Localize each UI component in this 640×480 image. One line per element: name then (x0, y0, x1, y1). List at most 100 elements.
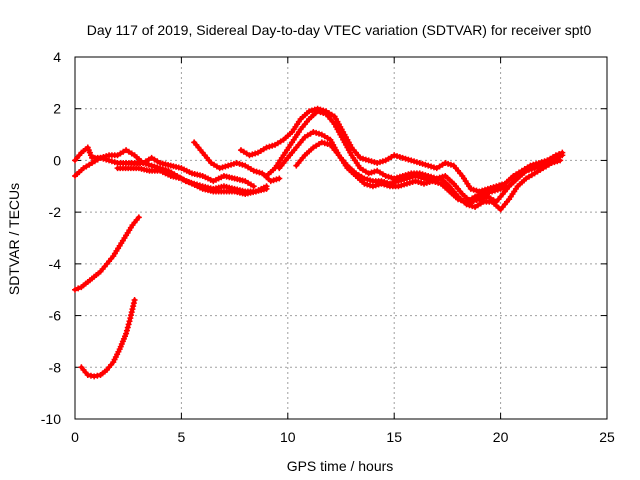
data-point (228, 161, 235, 168)
data-point (365, 157, 372, 164)
data-point (267, 178, 274, 185)
data-point (368, 158, 375, 165)
data-point (470, 186, 477, 193)
data-point (447, 161, 454, 168)
data-point (384, 179, 391, 186)
data-point (125, 321, 132, 328)
data-point (531, 165, 538, 172)
data-point (420, 175, 427, 182)
data-point (503, 184, 510, 191)
data-point (466, 202, 473, 209)
series-track-3 (114, 165, 270, 198)
data-point (418, 179, 425, 186)
data-point (396, 153, 403, 160)
y-axis-label: SDTVAR / TECUs (6, 183, 22, 295)
data-point (72, 286, 78, 293)
data-point (457, 197, 464, 204)
data-point (392, 178, 399, 185)
data-point (321, 140, 328, 147)
data-point (467, 185, 474, 192)
data-point (395, 178, 402, 185)
series-track-9 (72, 214, 142, 293)
plot-frame (74, 56, 608, 420)
data-point (389, 179, 396, 186)
data-point (428, 163, 435, 170)
data-point (381, 178, 388, 185)
data-point (263, 144, 270, 151)
x-tick-label: 0 (71, 429, 79, 445)
data-point (250, 183, 257, 190)
data-point (469, 203, 476, 210)
data-point (368, 169, 375, 176)
y-tick-label: -8 (49, 359, 62, 375)
data-point (100, 155, 107, 162)
data-point (394, 153, 401, 160)
x-tick-label: 20 (493, 429, 509, 445)
data-point (140, 160, 147, 167)
data-point (250, 167, 257, 174)
data-point (239, 161, 246, 168)
data-point (557, 157, 564, 164)
data-point (494, 186, 501, 193)
data-point (222, 163, 229, 170)
data-point (442, 160, 449, 167)
data-point (416, 160, 423, 167)
data-point (123, 330, 130, 337)
data-point (409, 173, 416, 180)
y-tick-label: -2 (49, 204, 62, 220)
data-point (230, 160, 237, 167)
data-point (402, 155, 409, 162)
data-point (313, 129, 320, 136)
data-point (361, 180, 368, 187)
data-point (225, 162, 232, 169)
data-point (361, 175, 368, 182)
data-point (266, 143, 273, 150)
data-point (426, 177, 433, 184)
data-point (367, 182, 374, 189)
data-point (398, 182, 405, 189)
data-point (378, 178, 385, 185)
data-point (460, 197, 467, 204)
data-point (477, 191, 484, 198)
data-point (408, 157, 415, 164)
data-point (432, 178, 439, 185)
data-point (395, 183, 402, 190)
data-point (371, 168, 378, 175)
data-point (386, 180, 393, 187)
data-point (491, 187, 498, 194)
y-tick-label: -6 (49, 308, 62, 324)
data-point (273, 176, 280, 183)
data-point (263, 185, 270, 192)
data-point (111, 159, 118, 166)
data-point (382, 172, 389, 179)
data-point (306, 108, 313, 115)
data-point (320, 110, 327, 117)
data-point (318, 139, 325, 146)
data-point (472, 193, 479, 200)
y-tick-label: -4 (49, 256, 62, 272)
data-point (249, 151, 256, 158)
data-point (371, 159, 378, 166)
y-tick-label: -10 (41, 411, 61, 427)
data-point (559, 152, 566, 159)
data-point (401, 181, 408, 188)
data-point (409, 178, 416, 185)
data-point (525, 166, 532, 173)
data-point (103, 156, 110, 163)
data-point (486, 189, 493, 196)
data-series (72, 105, 566, 380)
data-point (367, 177, 374, 184)
data-point (385, 173, 392, 180)
data-point (316, 130, 323, 137)
data-point (554, 158, 561, 165)
data-point (412, 172, 419, 179)
chart-title: Day 117 of 2019, Sidereal Day-to-day VTE… (87, 22, 592, 38)
data-point (123, 327, 130, 334)
data-point (317, 109, 324, 116)
data-point (473, 187, 480, 194)
y-tick-label: 0 (53, 152, 61, 168)
series-track-6 (263, 108, 566, 205)
data-point (388, 174, 395, 181)
data-point (236, 160, 243, 167)
data-point (405, 156, 412, 163)
